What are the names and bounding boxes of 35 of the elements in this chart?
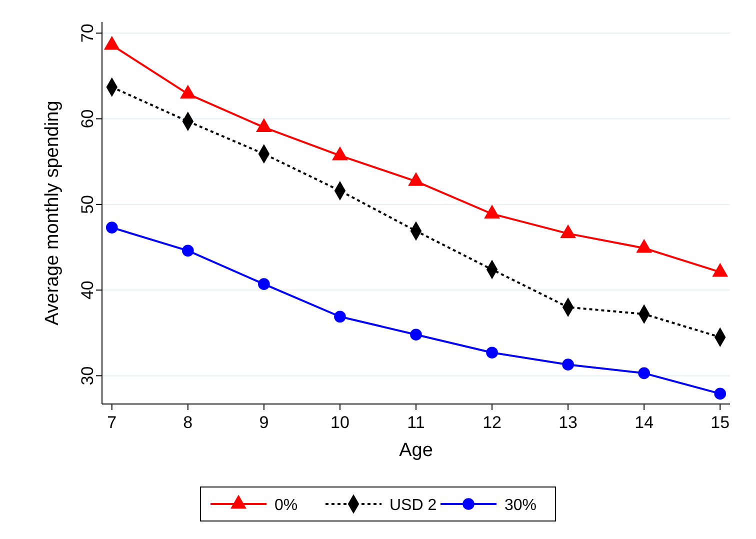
y-tick-label: 70 bbox=[78, 24, 97, 43]
x-tick-label: 15 bbox=[710, 413, 730, 432]
point bbox=[334, 310, 346, 323]
x-tick-label: 11 bbox=[407, 413, 425, 432]
y-tick-label: 50 bbox=[78, 194, 97, 214]
y-axis-title: Average monthly spending bbox=[42, 100, 63, 326]
legend-label: USD 2 bbox=[390, 497, 437, 514]
point bbox=[714, 388, 726, 400]
x-tick-label: 10 bbox=[330, 413, 350, 432]
point bbox=[486, 346, 498, 359]
point bbox=[410, 328, 422, 341]
x-tick-label: 13 bbox=[558, 413, 578, 432]
point bbox=[562, 358, 574, 371]
point bbox=[258, 278, 270, 290]
point bbox=[332, 146, 348, 160]
point bbox=[484, 204, 500, 218]
legend-label: 30% bbox=[504, 497, 537, 514]
point bbox=[560, 224, 576, 238]
point bbox=[256, 118, 272, 132]
point bbox=[408, 172, 424, 186]
y-tick-label: 60 bbox=[78, 109, 97, 128]
x-tick-label: 9 bbox=[259, 413, 269, 432]
point bbox=[180, 84, 196, 99]
x-tick-label: 8 bbox=[183, 413, 193, 432]
y-tick-label: 30 bbox=[78, 366, 97, 386]
x-tick-label: 14 bbox=[634, 413, 654, 432]
point bbox=[106, 222, 118, 234]
point bbox=[104, 36, 120, 50]
x-tick-label: 7 bbox=[107, 413, 117, 432]
x-tick-label: 12 bbox=[482, 413, 502, 432]
legend-label: 0% bbox=[274, 497, 298, 514]
point bbox=[182, 244, 194, 257]
x-axis-title: Age bbox=[399, 440, 433, 461]
y-tick-label: 40 bbox=[78, 280, 97, 300]
point bbox=[638, 367, 650, 380]
